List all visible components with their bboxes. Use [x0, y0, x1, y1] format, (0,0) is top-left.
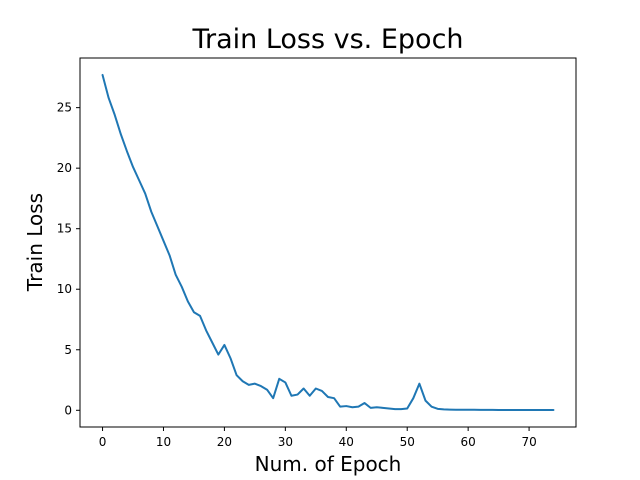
- x-axis-label: Num. of Epoch: [255, 452, 402, 476]
- x-tick-label: 10: [156, 435, 171, 449]
- x-axis-ticks: 0 10 20 30 40 50 60 70: [99, 427, 537, 449]
- y-tick-label: 20: [57, 161, 72, 175]
- y-tick-label: 15: [57, 222, 72, 236]
- y-tick-label: 5: [64, 343, 72, 357]
- y-tick-label: 25: [57, 101, 72, 115]
- x-tick-label: 30: [278, 435, 293, 449]
- x-tick-label: 60: [461, 435, 476, 449]
- x-tick-label: 20: [217, 435, 232, 449]
- y-tick-label: 10: [57, 282, 72, 296]
- plot-frame: [79, 57, 577, 428]
- x-tick-label: 70: [521, 435, 536, 449]
- y-tick-label: 0: [64, 403, 72, 417]
- x-tick-label: 50: [400, 435, 415, 449]
- x-tick-label: 0: [99, 435, 107, 449]
- chart-title: Train Loss vs. Epoch: [191, 24, 463, 55]
- y-axis-ticks: 0 5 10 15 20 25: [57, 101, 80, 417]
- series-line: [101, 73, 555, 412]
- plot-area: [79, 57, 577, 428]
- x-tick-label: 40: [339, 435, 354, 449]
- y-axis-label: Train Loss: [23, 193, 47, 292]
